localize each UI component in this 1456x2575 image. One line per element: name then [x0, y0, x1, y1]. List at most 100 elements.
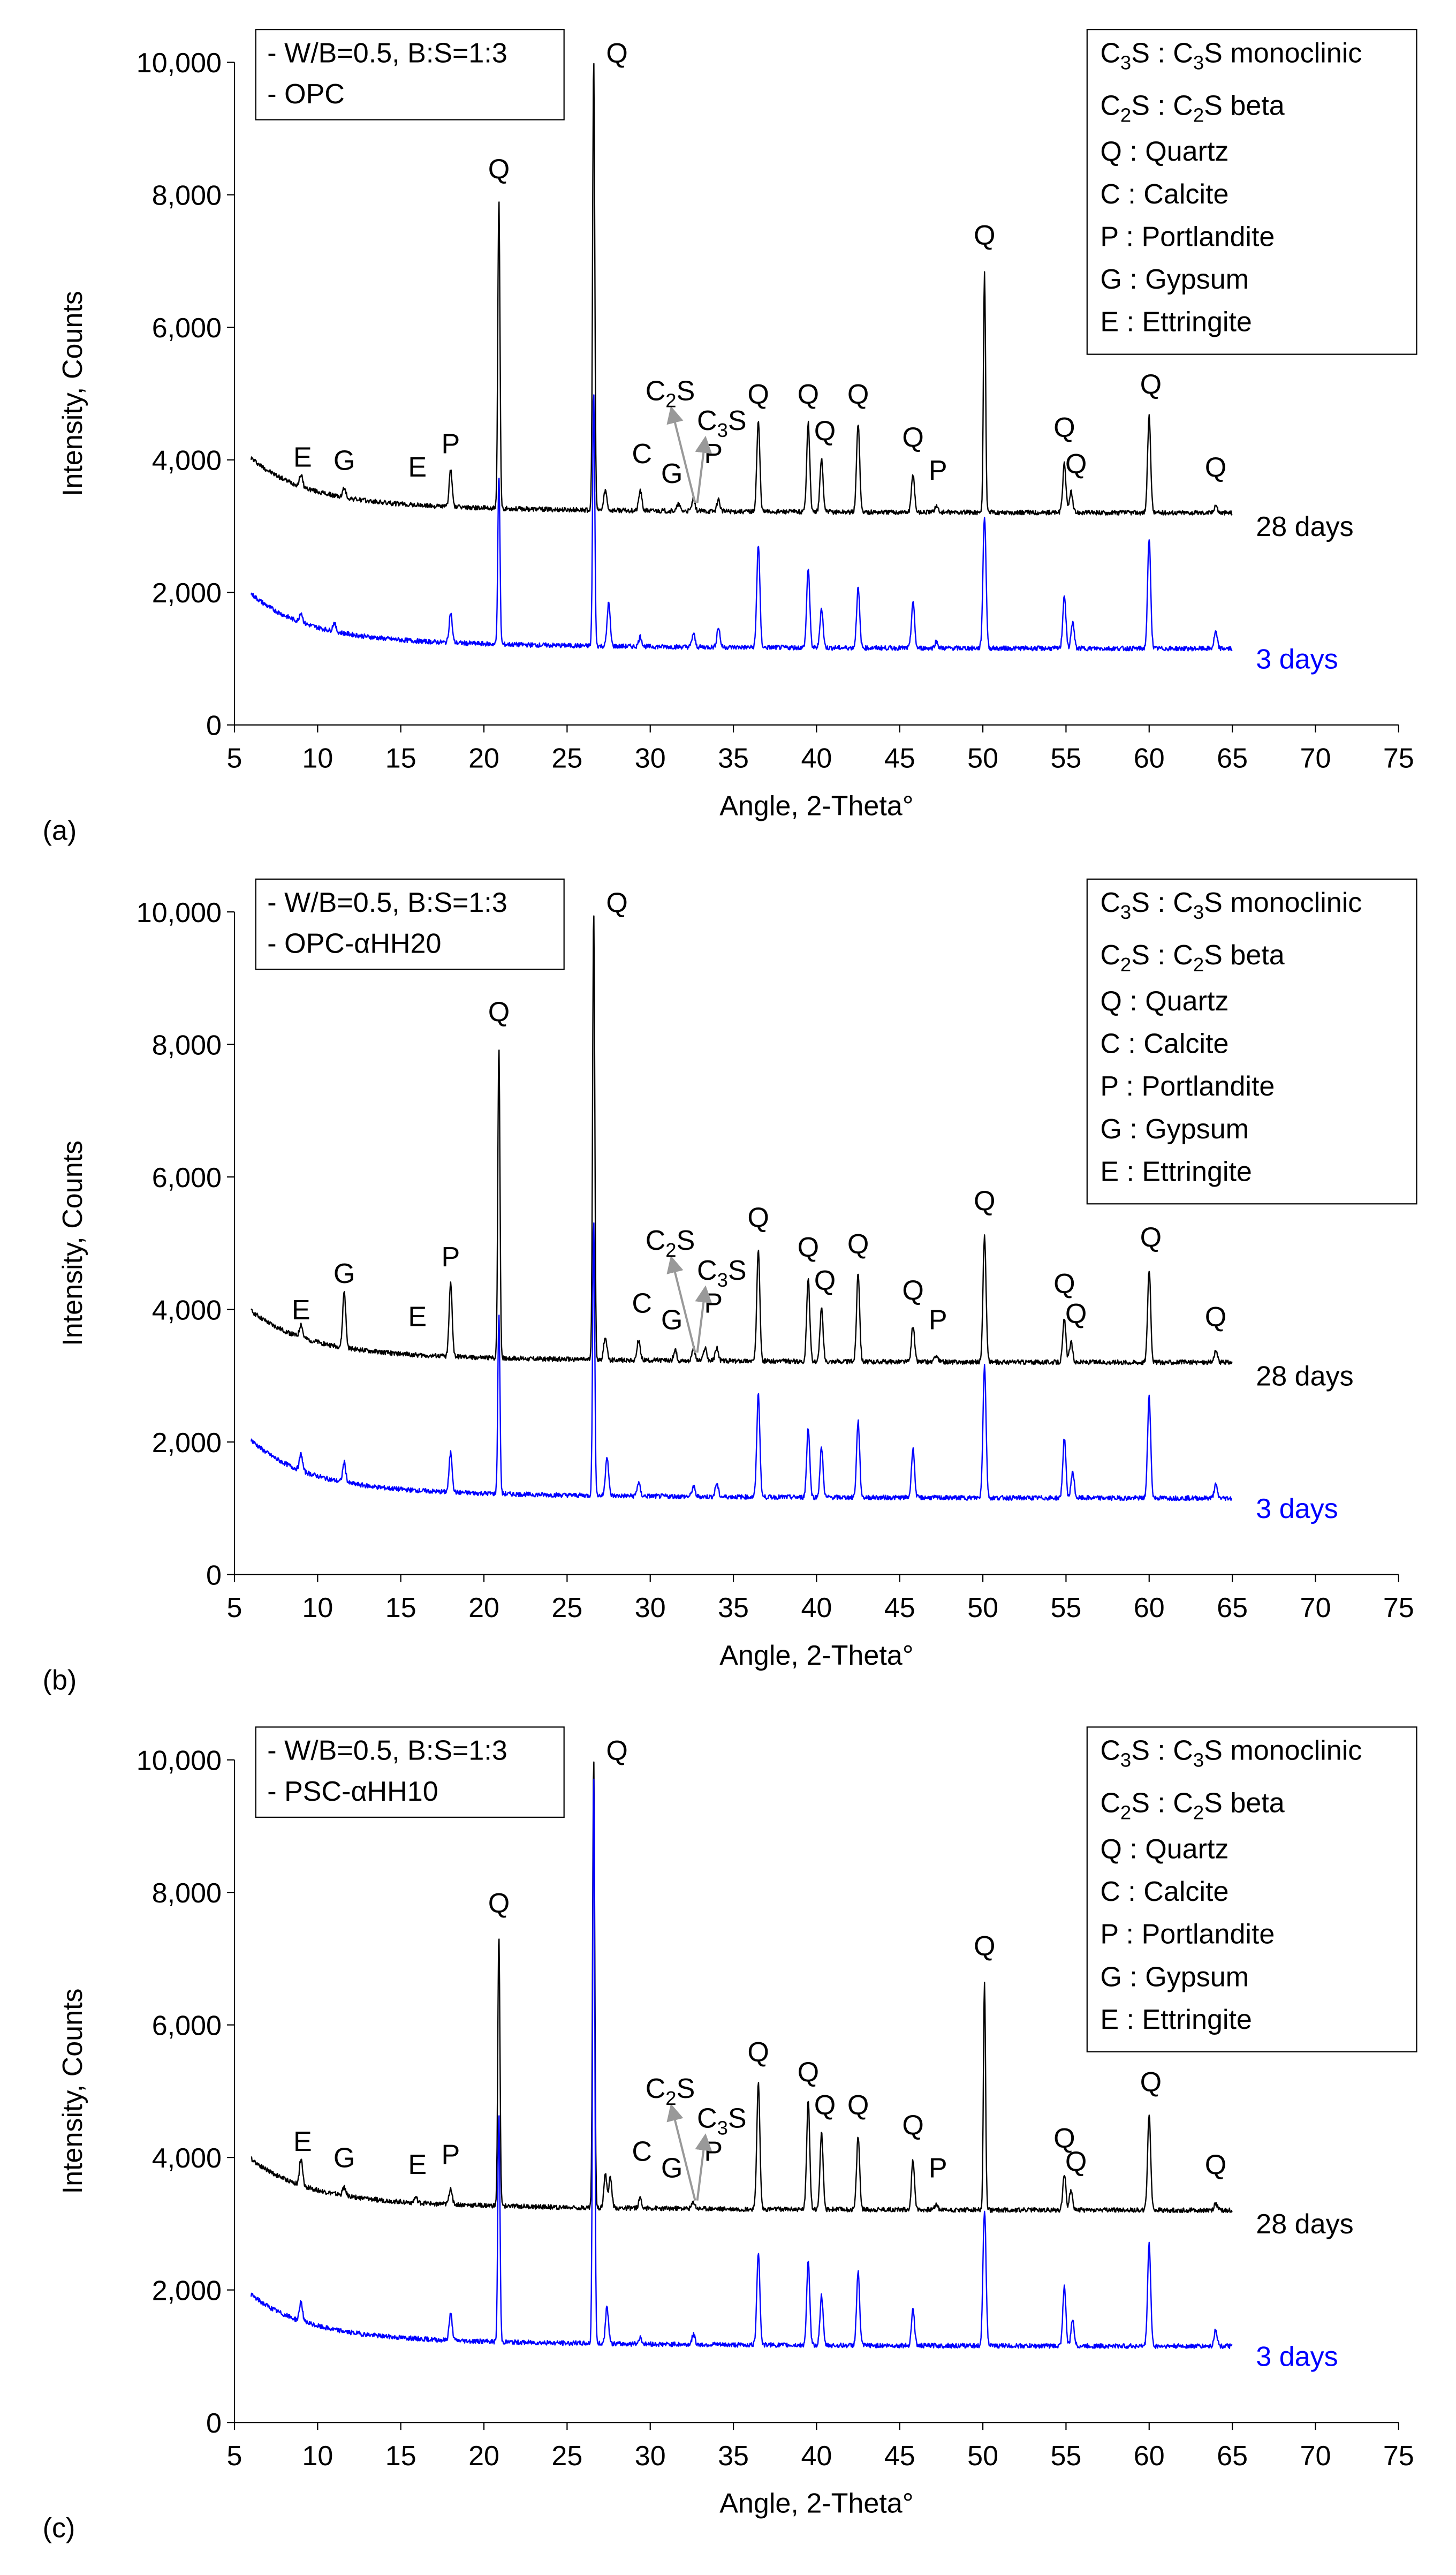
- peak-label: Q: [798, 379, 820, 410]
- x-tick-label: 65: [1217, 1592, 1248, 1623]
- peak-label: E: [292, 1295, 310, 1326]
- mix-info-box: - W/B=0.5, B:S=1:3 - PSC-αHH10: [255, 1726, 565, 1818]
- peak-label: E: [408, 2149, 427, 2180]
- peak-label: Q: [747, 2037, 769, 2068]
- series-label-3-days: 3 days: [1256, 1493, 1338, 1524]
- series-label-28-days: 28 days: [1256, 2209, 1353, 2240]
- legend-entry: E : Ettringite: [1100, 1156, 1252, 1187]
- peak-label: Q: [1053, 412, 1075, 443]
- panel-label: (c): [43, 2513, 75, 2544]
- y-axis-title: Intensity, Counts: [57, 1141, 88, 1346]
- y-tick-label: 8,000: [152, 1878, 222, 1909]
- peak-label: P: [704, 1288, 723, 1319]
- peak-label: P: [442, 2140, 460, 2171]
- x-tick-label: 10: [302, 2441, 333, 2472]
- y-tick-label: 10,000: [136, 48, 222, 79]
- peak-label: E: [293, 442, 312, 473]
- x-tick-label: 30: [635, 743, 666, 774]
- y-tick-label: 4,000: [152, 2143, 222, 2174]
- series-label-28-days: 28 days: [1256, 1361, 1353, 1392]
- x-tick-label: 20: [468, 1592, 499, 1623]
- legend-entry: G : Gypsum: [1100, 1961, 1249, 1992]
- xrd-panel-1: 0 2,000 4,000 6,000 8,000 10,000 5 10 15 20 25 30 35…: [43, 29, 1417, 846]
- x-tick-label: 55: [1050, 1592, 1081, 1623]
- mix-info-box: - W/B=0.5, B:S=1:3 - OPC-αHH20: [255, 878, 565, 970]
- x-tick-label: 45: [884, 2441, 915, 2472]
- x-tick-label: 25: [551, 743, 582, 774]
- y-axis-title: Intensity, Counts: [57, 1988, 88, 2194]
- peak-label: Q: [814, 2090, 836, 2121]
- peak-label: Q: [1065, 449, 1087, 480]
- phase-legend: C3S : C3S monoclinic C2S : C2S beta Q : Qu…: [1086, 1726, 1417, 2052]
- y-tick-label: 4,000: [152, 1295, 222, 1326]
- x-tick-label: 5: [227, 2441, 242, 2472]
- x-axis-title: Angle, 2-Theta°: [719, 790, 913, 821]
- peak-label: Q: [488, 1887, 510, 1919]
- peak-label: Q: [902, 2110, 924, 2141]
- peak-label: Q: [847, 379, 869, 410]
- peak-label: Q: [1205, 2149, 1227, 2180]
- peak-label: Q: [847, 1228, 869, 1259]
- y-tick-label: 10,000: [136, 897, 222, 928]
- series-line-3-days: [250, 394, 1233, 652]
- mix-info-box: - W/B=0.5, B:S=1:3 - OPC: [255, 29, 565, 120]
- peak-label: P: [929, 2153, 947, 2184]
- legend-entry: C : Calcite: [1100, 1028, 1228, 1059]
- peak-label: Q: [814, 416, 836, 447]
- x-tick-label: 35: [718, 2441, 749, 2472]
- y-tick-label: 8,000: [152, 180, 222, 212]
- x-tick-label: 75: [1383, 743, 1414, 774]
- series-label-28-days: 28 days: [1256, 511, 1353, 542]
- x-tick-label: 60: [1134, 1592, 1165, 1623]
- peak-label: Q: [974, 220, 996, 251]
- x-tick-label: 60: [1134, 743, 1165, 774]
- peak-label: E: [408, 452, 427, 483]
- peak-label: C: [632, 2136, 652, 2167]
- peak-label: Q: [1053, 2123, 1075, 2154]
- legend-entry: Q : Quartz: [1100, 1833, 1228, 1864]
- legend-entry: C : Calcite: [1100, 179, 1228, 210]
- peak-label: Q: [747, 1202, 769, 1233]
- c3s-arrow: [695, 435, 712, 503]
- peak-label: Q: [606, 887, 628, 918]
- x-tick-label: 10: [302, 1592, 333, 1623]
- c3s-arrow: [695, 1285, 712, 1353]
- peak-label: P: [929, 455, 947, 486]
- peak-label: Q: [1205, 1301, 1227, 1332]
- peak-label: G: [333, 1258, 355, 1289]
- x-tick-label: 30: [635, 1592, 666, 1623]
- mix-info-line: - PSC-αHH10: [267, 1776, 438, 1807]
- legend-entry: C3S : C3S monoclinic: [1100, 887, 1362, 923]
- x-tick-label: 15: [385, 2441, 416, 2472]
- peak-label: P: [442, 1242, 460, 1273]
- x-tick-label: 70: [1300, 1592, 1331, 1623]
- peak-label: Q: [974, 1931, 996, 1962]
- x-tick-label: 15: [385, 743, 416, 774]
- xrd-panel-2: 0 2,000 4,000 6,000 8,000 10,000 5 10 15 20 25 30 35…: [43, 878, 1417, 1696]
- peak-label: Q: [1205, 452, 1227, 483]
- peak-label: P: [442, 429, 460, 460]
- legend-entry: C3S : C3S monoclinic: [1100, 37, 1362, 73]
- peak-label: Q: [814, 1265, 836, 1296]
- peak-label: Q: [1053, 1268, 1075, 1300]
- y-tick-label: 6,000: [152, 2010, 222, 2041]
- peak-label: C: [632, 439, 652, 470]
- x-tick-label: 70: [1300, 743, 1331, 774]
- peak-label: G: [661, 458, 683, 489]
- c2s-label: C2S: [646, 2073, 695, 2109]
- peak-label: Q: [1065, 1298, 1087, 1329]
- panel-label: (b): [43, 1665, 77, 1696]
- y-tick-label: 10,000: [136, 1745, 222, 1776]
- c3s-label: C3S: [697, 1255, 747, 1291]
- legend-entry: G : Gypsum: [1100, 1114, 1249, 1145]
- mix-info-line: - OPC-αHH20: [267, 928, 441, 960]
- peak-label: P: [929, 1305, 947, 1336]
- x-tick-label: 45: [884, 1592, 915, 1623]
- peak-label: Q: [902, 422, 924, 453]
- series-line-3-days: [250, 1222, 1232, 1501]
- peak-label: Q: [747, 379, 769, 410]
- x-tick-label: 55: [1050, 2441, 1081, 2472]
- x-tick-label: 5: [227, 743, 242, 774]
- legend-entry: P : Portlandite: [1100, 1919, 1275, 1950]
- series-label-3-days: 3 days: [1256, 644, 1338, 675]
